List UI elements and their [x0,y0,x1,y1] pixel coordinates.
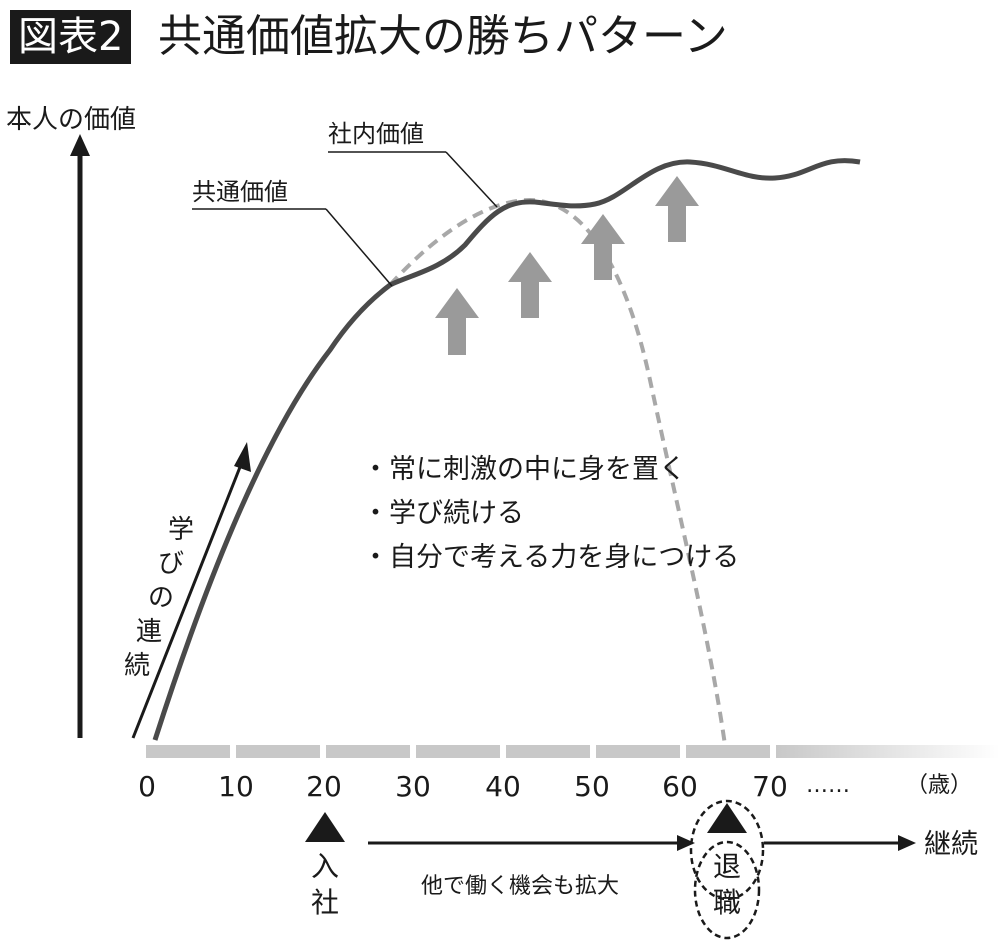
timeline-arrow-head [677,835,695,851]
x-axis-ellipsis: …… [806,773,850,798]
learning-label-char: び [158,549,184,579]
retire-marker-icon [707,803,747,833]
up-arrow-icon [655,176,699,242]
continue-label: 継続 [924,829,978,860]
age-bar-fade [776,745,1000,758]
shared-value-curve [152,158,861,741]
figure-title: 共通価値拡大の勝ちパターン [158,11,728,62]
retire-marker-outline [689,799,765,901]
x-tick-label: 10 [218,770,254,803]
age-bar-segment [326,745,410,758]
retire-label-outline [693,840,761,940]
join-label-char: 社 [311,886,339,919]
y-axis-arrowhead [70,134,90,156]
internal-value-curve [388,197,727,746]
retire-label-char: 退 [713,850,741,883]
learning-label-char: 連 [136,617,162,647]
learning-arrow-line [131,461,244,739]
learning-label-char: の [148,583,174,613]
x-tick-label: 70 [752,770,788,803]
age-bar-segment [146,745,230,758]
x-tick-label: 20 [306,770,342,803]
age-bar-segment [416,745,500,758]
shared-value-leader [325,208,393,287]
up-arrow-icon [435,288,479,355]
bullet-item: ・自分で考える力を身につける [362,542,739,573]
timeline-middle-label: 他で働く機会も拡大 [421,874,619,899]
continue-arrow-head [898,835,916,851]
age-bar-segment [686,745,770,758]
bullet-item: ・常に刺激の中に身を置く [362,454,686,485]
learning-label-char: 学 [168,515,194,545]
learning-label-char: 続 [124,651,150,681]
x-tick-label: 50 [574,770,610,803]
x-tick-label: 0 [138,770,156,803]
up-arrow-icon [508,252,552,318]
retire-label-char: 職 [713,886,741,919]
age-bar-segment [596,745,680,758]
age-bar-segment [506,745,590,758]
internal-value-label: 社内価値 [328,120,424,148]
age-bar-segment [236,745,320,758]
internal-value-leader [445,151,498,208]
up-arrow-icon [581,214,625,280]
x-tick-label: 60 [662,770,698,803]
x-tick-label: 30 [395,770,431,803]
bullet-item: ・学び続ける [362,498,524,529]
join-label-char: 入 [311,850,339,883]
x-tick-label: 40 [485,770,521,803]
learning-arrow-head [234,442,251,472]
x-axis-unit: （歳） [906,773,972,798]
shared-value-label: 共通価値 [192,178,288,206]
figure-number-badge: 図表2 [10,10,132,64]
join-marker-icon [305,812,345,842]
y-axis-label: 本人の価値 [6,105,136,135]
